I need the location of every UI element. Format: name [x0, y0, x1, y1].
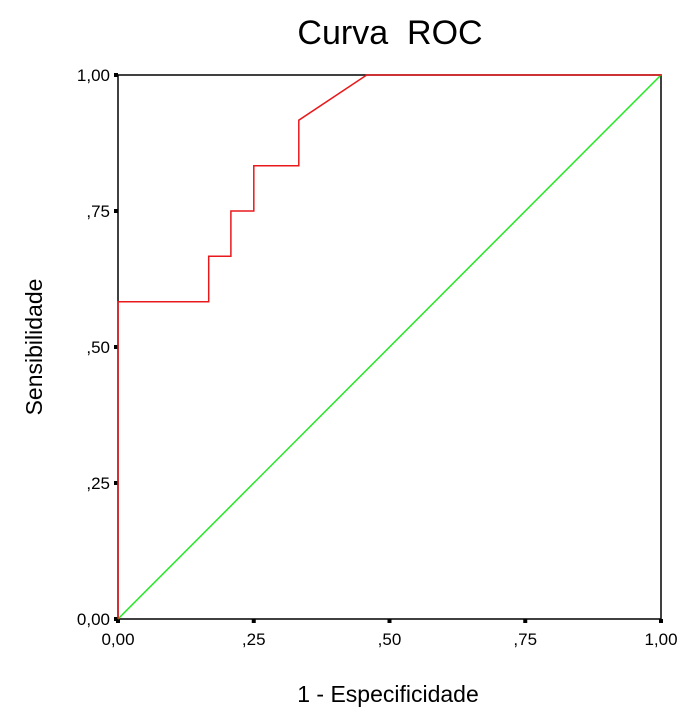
y-tick-mark: [114, 209, 118, 213]
x-tick-label: 1,00: [644, 630, 677, 649]
x-tick-label: ,75: [513, 630, 537, 649]
reference-diagonal-line: [117, 74, 662, 620]
x-tick-label: ,25: [242, 630, 266, 649]
x-tick-label: 0,00: [101, 630, 134, 649]
y-axis-ticks: 0,00 ,25 ,50 ,75 1,00: [77, 66, 118, 629]
x-tick-label: ,50: [378, 630, 402, 649]
x-axis-label: 1 - Especificidade: [297, 681, 479, 707]
chart-title: Curva ROC: [297, 14, 482, 52]
y-tick-label: 0,00: [77, 610, 110, 629]
y-tick-label: 1,00: [77, 66, 110, 85]
roc-curve-line: [117, 74, 661, 619]
x-tick-mark: [523, 619, 528, 623]
y-tick-mark: [114, 617, 118, 621]
series-layer: [117, 74, 662, 620]
y-tick-label: ,75: [86, 202, 110, 221]
y-tick-mark: [114, 345, 118, 349]
y-tick-label: ,25: [86, 474, 110, 493]
x-tick-mark: [659, 619, 663, 623]
y-tick-mark: [114, 481, 118, 485]
x-axis-ticks: 0,00 ,25 ,50 ,75 1,00: [101, 619, 678, 649]
y-tick-mark: [114, 73, 118, 77]
y-axis-label: Sensibilidade: [21, 279, 47, 416]
y-tick-label: ,50: [86, 338, 110, 357]
x-tick-mark: [387, 619, 392, 623]
x-tick-mark: [251, 619, 256, 623]
